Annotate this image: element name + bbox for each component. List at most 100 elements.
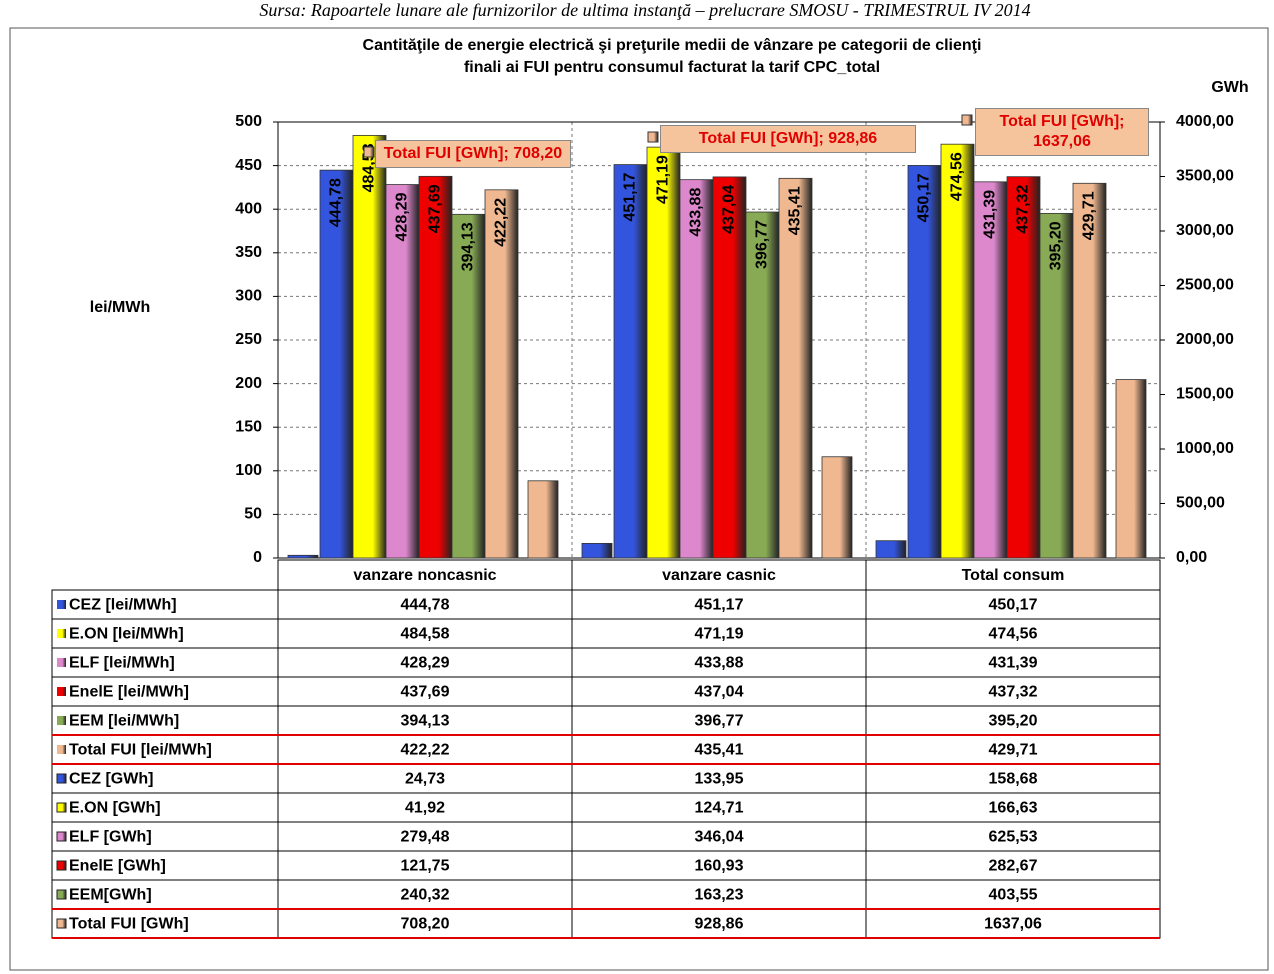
table-value: 471,19 [695, 626, 744, 643]
y2-tick-label: 500,00 [1176, 495, 1225, 512]
table-value: 158,68 [989, 771, 1038, 788]
y-tick-label: 350 [235, 244, 262, 261]
table-value: 24,73 [405, 771, 445, 788]
y-tick-label: 150 [235, 418, 262, 435]
legend-key [57, 600, 66, 609]
data-label: 474,56 [949, 152, 966, 201]
legend-key [57, 716, 66, 725]
row-label: E.ON [GWh] [69, 800, 161, 817]
table-value: 435,41 [695, 742, 744, 759]
bar [1039, 212, 1074, 559]
callout: Total FUI [GWh]; 708,20 [375, 140, 571, 168]
bar [778, 177, 813, 559]
table-value: 433,88 [695, 655, 744, 672]
data-label: 437,69 [427, 184, 444, 233]
legend-key [56, 831, 67, 842]
y2-tick-label: 2500,00 [1176, 277, 1234, 294]
legend-key [56, 889, 67, 900]
table-value: 240,32 [401, 887, 450, 904]
bar [679, 179, 714, 559]
table-value: 451,17 [695, 597, 744, 614]
row-label: ELF [GWh] [69, 829, 152, 846]
table-value: 928,86 [695, 916, 744, 933]
legend-key [56, 773, 67, 784]
row-label: E.ON [lei/MWh] [69, 626, 184, 643]
y2-tick-label: 3500,00 [1176, 168, 1234, 185]
y-tick-label: 200 [235, 375, 262, 392]
category-label: Total consum [962, 567, 1065, 584]
y-tick-label: 0 [253, 549, 262, 566]
table-value: 444,78 [401, 597, 450, 614]
data-label: 471,19 [655, 155, 672, 204]
table-value: 428,29 [401, 655, 450, 672]
bar [287, 554, 319, 559]
data-label: 450,17 [916, 173, 933, 222]
legend-key [57, 745, 66, 754]
table-value: 133,95 [695, 771, 744, 788]
bar [1072, 182, 1107, 559]
bar [484, 189, 519, 559]
bar [319, 169, 354, 559]
y-tick-label: 400 [235, 200, 262, 217]
y2-tick-label: 2000,00 [1176, 331, 1234, 348]
bar [385, 184, 420, 559]
bar [1006, 176, 1041, 559]
callout: Total FUI [GWh]; 1637,06 [975, 108, 1149, 156]
legend-key [57, 687, 66, 696]
y2-tick-label: 3000,00 [1176, 222, 1234, 239]
callout-marker [647, 131, 659, 143]
table-value: 160,93 [695, 858, 744, 875]
bar [940, 143, 975, 559]
chart-title: finali ai FUI pentru consumul facturat l… [464, 59, 880, 76]
row-label: EnelE [lei/MWh] [69, 684, 189, 701]
table-value: 163,23 [695, 887, 744, 904]
table-value: 394,13 [401, 713, 450, 730]
bar [1115, 379, 1147, 559]
bar [581, 542, 613, 559]
callout-marker [961, 114, 973, 126]
row-label: EnelE [GWh] [69, 858, 166, 875]
data-label: 428,29 [394, 192, 411, 241]
bar [745, 211, 780, 559]
callout-marker [363, 146, 375, 158]
row-label: CEZ [lei/MWh] [69, 597, 177, 614]
y2-tick-label: 4000,00 [1176, 113, 1234, 130]
data-label: 431,39 [982, 190, 999, 239]
row-label: ELF [lei/MWh] [69, 655, 175, 672]
table-value: 282,67 [989, 858, 1038, 875]
legend-key [57, 658, 66, 667]
table-value: 437,32 [989, 684, 1038, 701]
data-label: 437,04 [721, 185, 738, 234]
bar [712, 176, 747, 559]
table-value: 166,63 [989, 800, 1038, 817]
y-tick-label: 300 [235, 288, 262, 305]
table-value: 484,58 [401, 626, 450, 643]
table-value: 279,48 [401, 829, 450, 846]
y-tick-label: 100 [235, 462, 262, 479]
source: Sursa: Rapoartele lunare ale furnizorilo… [259, 0, 1030, 20]
row-label: Total FUI [lei/MWh] [69, 742, 212, 759]
callout: Total FUI [GWh]; 928,86 [660, 125, 916, 153]
y2-tick-label: 1500,00 [1176, 386, 1234, 403]
row-label: EEM[GWh] [69, 887, 152, 904]
legend-key [56, 802, 67, 813]
table-value: 431,39 [989, 655, 1038, 672]
bar [875, 540, 907, 559]
y-tick-label: 500 [235, 113, 262, 130]
table-value: 450,17 [989, 597, 1038, 614]
table-value: 395,20 [989, 713, 1038, 730]
category-label: vanzare casnic [662, 567, 776, 584]
data-label: 422,22 [493, 198, 510, 247]
data-label: 444,78 [328, 178, 345, 227]
table-value: 346,04 [695, 829, 744, 846]
y-tick-label: 50 [244, 506, 262, 523]
table-value: 437,69 [401, 684, 450, 701]
y-axis-label: lei/MWh [90, 299, 150, 316]
data-label: 396,77 [754, 220, 771, 269]
y-tick-label: 450 [235, 157, 262, 174]
legend-key [56, 918, 67, 929]
bar [646, 146, 681, 559]
category-label: vanzare noncasnic [353, 567, 496, 584]
legend-key [57, 629, 66, 638]
